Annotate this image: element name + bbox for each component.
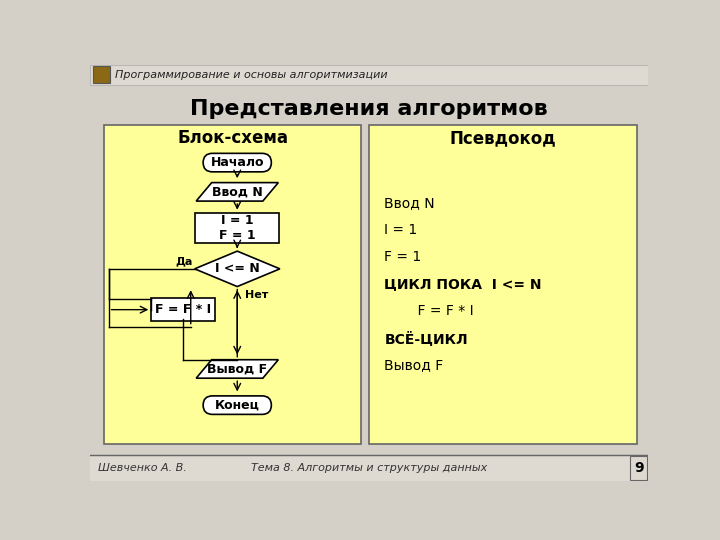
Text: Тема 8. Алгоритмы и структуры данных: Тема 8. Алгоритмы и структуры данных	[251, 462, 487, 472]
Text: 9: 9	[634, 461, 644, 475]
Polygon shape	[196, 183, 279, 201]
FancyBboxPatch shape	[195, 213, 279, 244]
Text: Блок-схема: Блок-схема	[177, 129, 288, 147]
Text: Ввод N: Ввод N	[212, 185, 263, 198]
Text: I <= N: I <= N	[215, 262, 260, 275]
Text: F = F * I: F = F * I	[155, 303, 211, 316]
FancyBboxPatch shape	[203, 153, 271, 172]
FancyBboxPatch shape	[90, 65, 648, 85]
Text: F = F * I: F = F * I	[400, 304, 474, 318]
FancyBboxPatch shape	[104, 125, 361, 444]
Text: Представления алгоритмов: Представления алгоритмов	[190, 99, 548, 119]
FancyBboxPatch shape	[93, 66, 110, 83]
Text: Да: Да	[176, 256, 193, 266]
Text: I = 1
F = 1: I = 1 F = 1	[219, 214, 256, 242]
Text: Псевдокод: Псевдокод	[450, 129, 557, 147]
Polygon shape	[196, 360, 279, 378]
Text: Шевченко А. В.: Шевченко А. В.	[98, 462, 186, 472]
FancyBboxPatch shape	[630, 456, 647, 480]
Text: Нет: Нет	[245, 289, 269, 300]
Text: ВСЁ-ЦИКЛ: ВСЁ-ЦИКЛ	[384, 330, 468, 346]
Polygon shape	[194, 251, 280, 287]
Text: ЦИКЛ ПОКА  I <= N: ЦИКЛ ПОКА I <= N	[384, 277, 542, 291]
Text: I = 1: I = 1	[384, 224, 418, 238]
Text: Вывод F: Вывод F	[384, 358, 444, 372]
Text: Программирование и основы алгоритмизации: Программирование и основы алгоритмизации	[114, 70, 387, 80]
Text: Конец: Конец	[215, 399, 260, 411]
FancyBboxPatch shape	[90, 455, 648, 481]
Text: F = 1: F = 1	[384, 251, 422, 264]
Text: Начало: Начало	[210, 156, 264, 169]
FancyBboxPatch shape	[203, 396, 271, 414]
Text: Вывод F: Вывод F	[207, 362, 267, 375]
FancyBboxPatch shape	[369, 125, 637, 444]
FancyBboxPatch shape	[151, 298, 215, 321]
Text: Ввод N: Ввод N	[384, 197, 435, 211]
